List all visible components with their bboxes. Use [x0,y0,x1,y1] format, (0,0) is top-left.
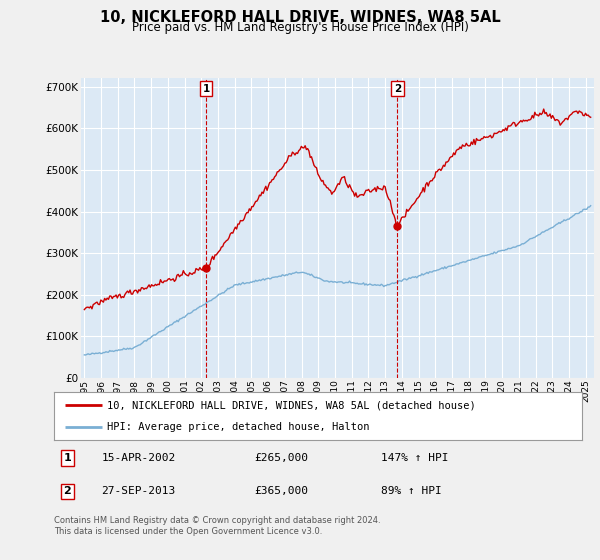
Text: 27-SEP-2013: 27-SEP-2013 [101,487,176,496]
Text: 1: 1 [203,84,210,94]
Text: 2: 2 [394,84,401,94]
Text: Price paid vs. HM Land Registry's House Price Index (HPI): Price paid vs. HM Land Registry's House … [131,21,469,34]
Text: 15-APR-2002: 15-APR-2002 [101,453,176,463]
Text: £365,000: £365,000 [254,487,308,496]
Text: 10, NICKLEFORD HALL DRIVE, WIDNES, WA8 5AL (detached house): 10, NICKLEFORD HALL DRIVE, WIDNES, WA8 5… [107,400,476,410]
Text: HPI: Average price, detached house, Halton: HPI: Average price, detached house, Halt… [107,422,370,432]
Text: 89% ↑ HPI: 89% ↑ HPI [382,487,442,496]
Text: £265,000: £265,000 [254,453,308,463]
Text: 2: 2 [64,487,71,496]
Text: 10, NICKLEFORD HALL DRIVE, WIDNES, WA8 5AL: 10, NICKLEFORD HALL DRIVE, WIDNES, WA8 5… [100,10,500,25]
Text: 1: 1 [64,453,71,463]
Text: 147% ↑ HPI: 147% ↑ HPI [382,453,449,463]
Text: Contains HM Land Registry data © Crown copyright and database right 2024.
This d: Contains HM Land Registry data © Crown c… [54,516,380,536]
